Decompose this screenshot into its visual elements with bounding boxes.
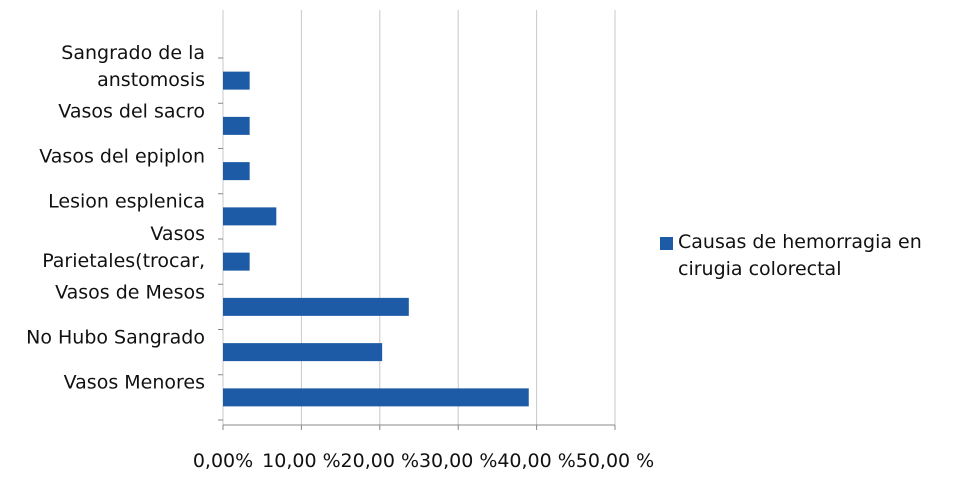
bar xyxy=(223,207,277,226)
x-tick-label: 50,00 % xyxy=(575,450,655,472)
x-tick-label: 10,00 % xyxy=(262,450,341,472)
bar xyxy=(223,343,383,362)
y-tick-label: Vasos del epiplon xyxy=(39,145,205,168)
y-tick-label: Lesion esplenica xyxy=(48,190,205,213)
bar xyxy=(223,71,250,90)
x-tick-label: 40,00 % xyxy=(497,450,576,472)
y-tick-label: Vasos del sacro xyxy=(58,100,205,123)
bar xyxy=(223,388,529,407)
y-tick-label: No Hubo Sangrado xyxy=(26,326,205,349)
y-tick-label: Vasos de Mesos xyxy=(55,281,205,304)
y-tick-label: Sangrado de la anstomosis xyxy=(61,41,205,91)
bar xyxy=(223,252,250,271)
y-tick-label: Vasos Parietales(trocar, xyxy=(42,222,205,272)
y-tick-label: Vasos Menores xyxy=(63,371,205,394)
bar xyxy=(223,162,250,181)
x-tick-label: 30,00 % xyxy=(418,450,498,472)
x-tick-label: 20,00 % xyxy=(340,450,420,472)
legend-label: Causas de hemorragia en cirugia colorect… xyxy=(678,231,922,280)
legend-swatch xyxy=(660,237,673,250)
x-tick-label: 0,00% xyxy=(192,450,254,472)
bar xyxy=(223,116,250,135)
bar xyxy=(223,297,409,316)
